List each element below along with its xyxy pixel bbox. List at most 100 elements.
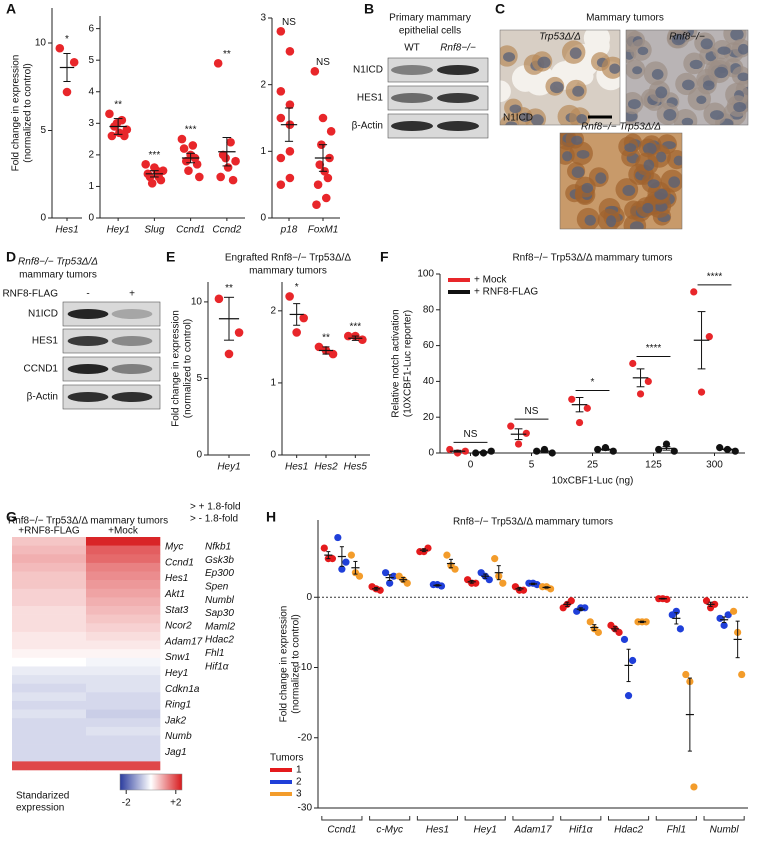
micrograph-content xyxy=(560,133,682,229)
data-point xyxy=(321,193,331,203)
y-tick-label: 1 xyxy=(260,146,266,157)
nucleus xyxy=(696,95,707,105)
gene-label: Hif1α xyxy=(205,661,229,672)
x-tick-label: Hey1 xyxy=(106,225,129,236)
nucleus xyxy=(571,166,585,178)
data-point xyxy=(310,67,320,76)
significance-label: ** xyxy=(322,333,330,344)
nucleus xyxy=(651,69,664,80)
blot-band xyxy=(67,392,109,402)
nucleus xyxy=(572,85,585,97)
heatmap-cell xyxy=(86,657,161,667)
data-point xyxy=(213,59,223,68)
data-point xyxy=(216,172,225,182)
image-label: Trp53Δ/Δ xyxy=(539,32,581,43)
data-point xyxy=(716,444,724,452)
data-point xyxy=(662,440,671,448)
heatmap-cell xyxy=(12,657,87,667)
nucleus xyxy=(717,46,731,55)
data-point xyxy=(609,447,617,455)
colorbar-tick-label: -2 xyxy=(122,798,131,809)
x-tick-label: FoxM1 xyxy=(308,225,339,236)
heatmap-cell xyxy=(12,606,87,615)
nucleus xyxy=(550,81,564,94)
gene-label: Ep300 xyxy=(205,568,234,579)
nucleus xyxy=(689,59,703,70)
gene-label: Cdkn1a xyxy=(165,684,200,695)
data-point xyxy=(292,328,301,337)
nucleus xyxy=(609,63,620,74)
blot-band xyxy=(111,392,153,402)
data-point xyxy=(514,440,523,448)
significance-label: *** xyxy=(149,150,161,161)
legend-label: 1 xyxy=(296,765,302,776)
chart-title: Rnf8−/− Trp53Δ/Δ mammary tumors xyxy=(453,517,613,528)
data-point xyxy=(676,625,684,633)
data-point xyxy=(690,288,698,296)
data-point xyxy=(491,555,499,563)
legend-label: + RNF8-FLAG xyxy=(474,287,538,298)
category-bracket xyxy=(321,816,363,821)
y-tick-label: 0 xyxy=(270,450,276,461)
micrograph xyxy=(559,132,683,230)
y-axis-label: Fold change in expression xyxy=(11,55,22,172)
colorbar xyxy=(119,773,183,791)
x-tick-label: 0 xyxy=(468,460,474,471)
data-point xyxy=(568,395,576,403)
x-tick-label: Hes1 xyxy=(426,825,449,836)
data-point xyxy=(147,178,157,188)
gene-label: Hes1 xyxy=(165,573,188,584)
y-axis-label: (normalized to control) xyxy=(23,63,34,162)
nucleus xyxy=(668,176,681,188)
heatmap-cell xyxy=(86,614,161,624)
data-point xyxy=(231,156,240,166)
data-point xyxy=(223,163,233,172)
data-point xyxy=(690,783,698,791)
data-point xyxy=(276,27,286,36)
nucleus xyxy=(714,66,729,79)
blot-column: Rnf8−/− xyxy=(440,43,476,54)
heatmap-cell xyxy=(12,562,87,572)
heatmap-cell xyxy=(86,735,161,745)
data-point xyxy=(716,614,724,622)
blot-row-label: HES1 xyxy=(32,336,59,347)
image-label: Rnf8−/− xyxy=(669,32,705,43)
data-point xyxy=(729,607,738,615)
x-tick-label: Hes1 xyxy=(55,225,78,236)
nucleus xyxy=(606,215,617,228)
data-point xyxy=(522,429,530,437)
gene-label: Snw1 xyxy=(165,652,190,663)
nucleus xyxy=(569,47,582,59)
category-bracket xyxy=(607,816,650,821)
heatmap-cell xyxy=(12,744,87,754)
y-tick-label: 6 xyxy=(88,23,94,34)
y-tick-label: 5 xyxy=(40,125,46,136)
heatmap-cell xyxy=(12,545,87,555)
heatmap-cell xyxy=(86,606,161,615)
panel-letter: F xyxy=(380,249,389,265)
nucleus xyxy=(671,34,686,46)
y-tick-label: 0 xyxy=(260,213,266,224)
data-point xyxy=(276,113,286,123)
significance-label: * xyxy=(65,34,69,45)
blot-column: - xyxy=(86,289,89,300)
data-point xyxy=(382,569,390,577)
data-point xyxy=(446,445,454,454)
x-tick-label: 25 xyxy=(587,460,599,471)
category-bracket xyxy=(416,816,459,821)
y-tick-label: -20 xyxy=(298,732,313,743)
y-tick-label: 2 xyxy=(260,79,266,90)
heatmap-cell xyxy=(12,649,87,659)
blot-title: mammary tumors xyxy=(19,270,97,281)
data-point xyxy=(318,113,328,123)
y-tick-label: 3 xyxy=(88,118,94,129)
y-tick-label: 0 xyxy=(88,213,94,224)
column-label: +RNF8-FLAG xyxy=(18,526,80,537)
data-point xyxy=(141,160,150,169)
data-point xyxy=(629,656,637,665)
data-point xyxy=(228,175,238,185)
x-tick-label: Ccnd1 xyxy=(327,825,356,836)
nucleus xyxy=(682,79,695,91)
data-point xyxy=(705,333,713,341)
